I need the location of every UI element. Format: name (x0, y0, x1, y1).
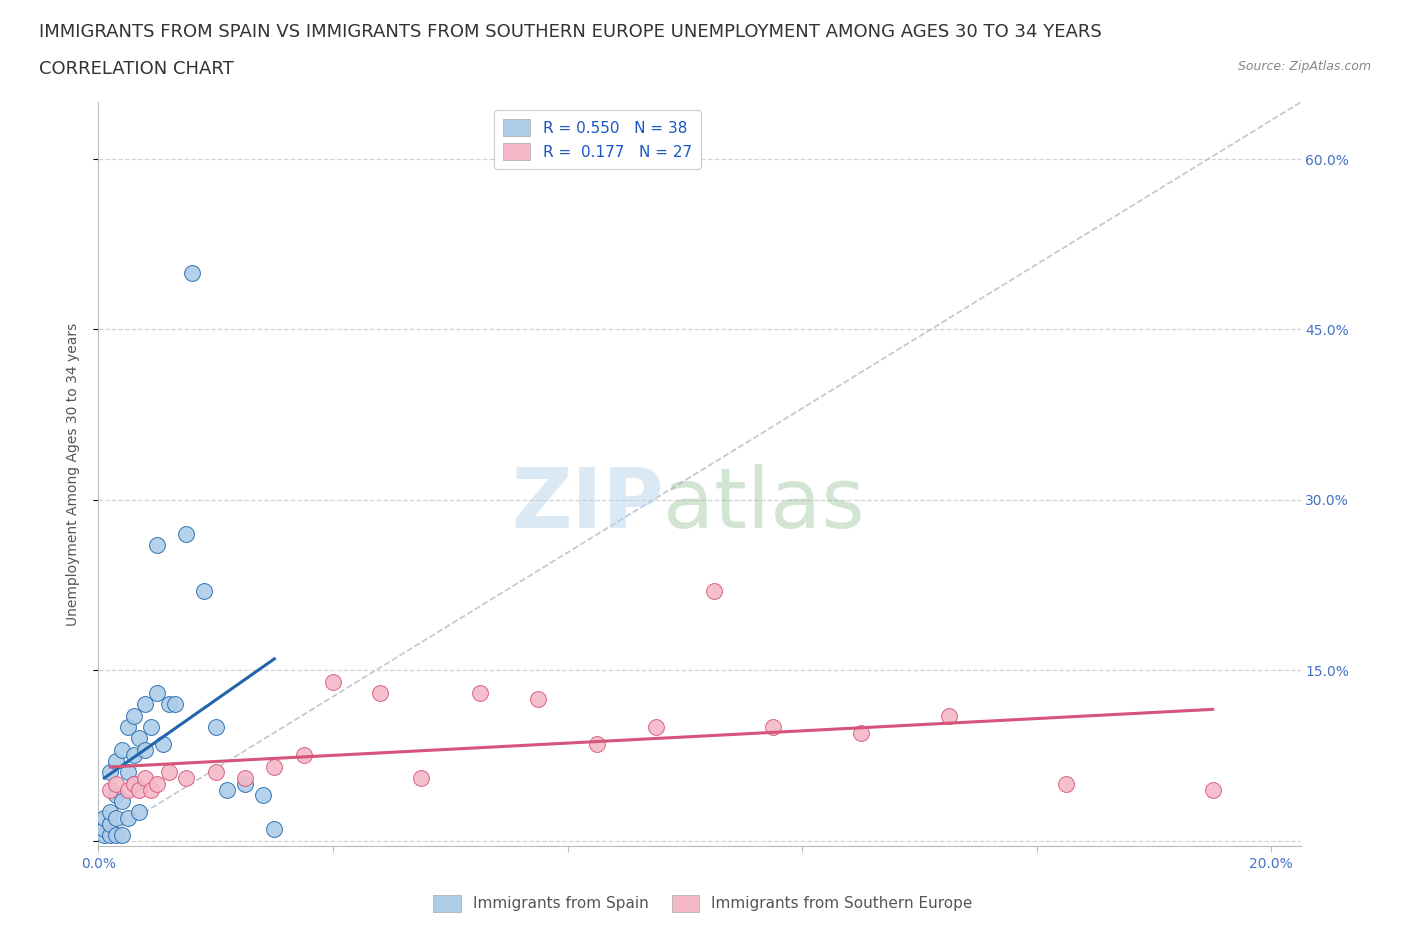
Point (128, 804, 150, 819)
Point (527, 691, 550, 706)
Point (252, 788, 274, 803)
Point (105, 788, 128, 803)
Point (111, 828, 134, 843)
Point (98, 828, 121, 843)
Point (105, 828, 128, 843)
Point (163, 697, 186, 711)
Point (122, 777, 145, 791)
Point (105, 753, 128, 768)
Point (105, 810, 128, 825)
Point (193, 583, 215, 598)
Point (644, 720, 666, 735)
Point (98, 804, 121, 819)
Legend: Immigrants from Spain, Immigrants from Southern Europe: Immigrants from Spain, Immigrants from S… (427, 889, 979, 918)
Point (122, 709, 145, 724)
Point (117, 720, 139, 735)
Point (146, 777, 169, 791)
Point (93, 810, 115, 825)
Point (117, 765, 139, 780)
Point (98, 817, 121, 831)
Point (468, 685, 491, 700)
Point (233, 777, 256, 791)
Y-axis label: Unemployment Among Ages 30 to 34 years: Unemployment Among Ages 30 to 34 years (66, 323, 80, 626)
Point (157, 765, 180, 780)
Point (122, 777, 145, 791)
Point (141, 720, 163, 735)
Point (181, 265, 204, 280)
Point (204, 720, 226, 735)
Text: atlas: atlas (664, 463, 865, 545)
Point (111, 742, 134, 757)
Point (152, 737, 174, 751)
Point (134, 742, 156, 757)
Point (849, 725, 872, 740)
Point (128, 782, 150, 797)
Point (117, 782, 139, 797)
Point (233, 771, 256, 786)
Text: Source: ZipAtlas.com: Source: ZipAtlas.com (1237, 60, 1371, 73)
Point (117, 810, 139, 825)
Point (762, 720, 785, 735)
Point (93, 828, 115, 843)
Point (146, 538, 169, 552)
Point (146, 685, 169, 700)
Point (157, 697, 180, 711)
Point (134, 697, 156, 711)
Point (176, 771, 198, 786)
Text: IMMIGRANTS FROM SPAIN VS IMMIGRANTS FROM SOUTHERN EUROPE UNEMPLOYMENT AMONG AGES: IMMIGRANTS FROM SPAIN VS IMMIGRANTS FROM… (39, 23, 1102, 41)
Text: ZIP: ZIP (510, 463, 664, 545)
Point (134, 771, 156, 786)
Point (105, 777, 128, 791)
Point (322, 674, 344, 689)
Point (217, 782, 239, 797)
Point (122, 748, 145, 763)
Legend: R = 0.550   N = 38, R =  0.177   N = 27: R = 0.550 N = 38, R = 0.177 N = 27 (494, 110, 702, 169)
Point (938, 709, 960, 724)
Point (98, 782, 121, 797)
Point (368, 685, 391, 700)
Point (703, 583, 725, 598)
Point (93, 822, 115, 837)
Point (586, 737, 609, 751)
Point (176, 526, 198, 541)
Point (98, 765, 121, 780)
Point (1201, 782, 1223, 797)
Point (111, 793, 134, 808)
Point (128, 731, 150, 746)
Point (263, 760, 285, 775)
Point (1054, 777, 1077, 791)
Point (141, 782, 163, 797)
Point (292, 748, 315, 763)
Point (263, 822, 285, 837)
Point (409, 771, 432, 786)
Point (204, 765, 226, 780)
Text: CORRELATION CHART: CORRELATION CHART (39, 60, 235, 78)
